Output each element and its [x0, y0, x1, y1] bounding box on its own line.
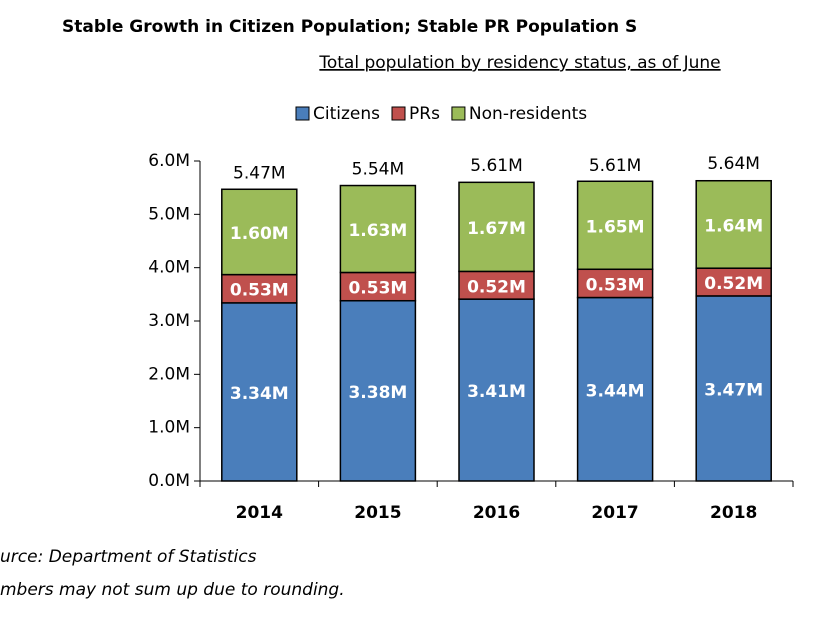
x-tick-label: 2014 — [236, 503, 283, 523]
y-tick-label: 4.0M — [148, 258, 190, 278]
value-label: 1.65M — [586, 217, 645, 237]
value-label: 0.53M — [348, 279, 407, 299]
legend-label: Citizens — [313, 104, 380, 124]
value-label: 3.38M — [348, 383, 407, 403]
y-tick-label: 2.0M — [148, 364, 190, 384]
bar-segment — [576, 268, 654, 299]
value-label: 1.63M — [348, 221, 407, 241]
value-label: 3.41M — [467, 382, 526, 402]
y-tick-label: 0.0M — [148, 471, 190, 491]
y-tick-label: 1.0M — [148, 418, 190, 438]
x-tick-label: 2015 — [354, 503, 401, 523]
chart-title: Stable Growth in Citizen Population; Sta… — [62, 17, 637, 37]
bar-segment — [458, 181, 535, 273]
legend-label: PRs — [409, 104, 440, 124]
bar-segment — [695, 179, 772, 269]
bar-segment — [576, 296, 654, 482]
value-label: 0.52M — [467, 277, 526, 297]
value-label: 0.53M — [230, 281, 289, 301]
bar-segment — [695, 295, 772, 482]
bar-segment — [339, 299, 417, 482]
bar-segment — [221, 302, 298, 482]
legend-swatch — [391, 106, 406, 121]
x-tick-label: 2017 — [591, 503, 638, 523]
value-label: 0.52M — [704, 274, 763, 294]
rounding-note: mbers may not sum up due to rounding. — [0, 580, 345, 600]
legend-swatch — [451, 106, 466, 121]
y-tick-label: 6.0M — [148, 151, 190, 171]
bar-segment — [221, 188, 298, 276]
bar-segment — [695, 267, 772, 297]
bar-segment — [576, 180, 654, 271]
total-label: 5.54M — [352, 160, 405, 180]
value-label: 3.44M — [586, 381, 645, 401]
legend-label: Non-residents — [469, 104, 587, 124]
total-label: 5.61M — [470, 156, 523, 176]
value-label: 3.34M — [230, 384, 289, 404]
total-label: 5.61M — [589, 156, 642, 176]
bar-segment — [458, 270, 535, 300]
value-label: 1.64M — [704, 216, 763, 236]
x-tick-label: 2016 — [473, 503, 520, 523]
y-tick-label: 3.0M — [148, 311, 190, 331]
legend-swatch — [295, 106, 310, 121]
value-label: 3.47M — [704, 380, 763, 400]
total-label: 5.64M — [707, 154, 760, 174]
total-label: 5.47M — [233, 163, 286, 183]
value-label: 1.60M — [230, 224, 289, 244]
value-label: 0.53M — [586, 275, 645, 295]
x-tick-label: 2018 — [710, 503, 757, 523]
chart-subtitle: Total population by residency status, as… — [318, 53, 720, 73]
source-note: urce: Department of Statistics — [0, 547, 257, 567]
bar-segment — [339, 184, 417, 274]
y-tick-label: 5.0M — [148, 204, 190, 224]
bar-segment — [339, 271, 417, 302]
value-label: 1.67M — [467, 219, 526, 239]
